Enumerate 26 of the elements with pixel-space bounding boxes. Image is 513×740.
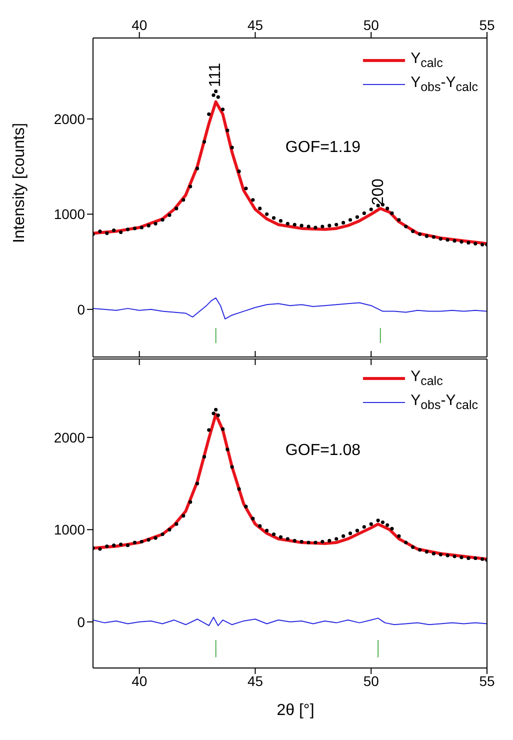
line-series — [93, 297, 487, 320]
x-tick-label: 55 — [479, 17, 495, 33]
x-tick-label: 40 — [132, 672, 148, 689]
x-tick-label: 50 — [363, 672, 380, 689]
x-tick-label: 50 — [363, 17, 380, 33]
x-axis-title: 2θ [°] — [276, 702, 316, 720]
annotation: 111 — [207, 62, 225, 88]
legend-label: Y$_{calc}$ — [410, 368, 443, 388]
y-tick-label: 2000 — [54, 429, 86, 446]
annotation: 200 — [370, 178, 388, 206]
y-tick-label: 0 — [77, 301, 86, 318]
y-tick-label: 1000 — [54, 206, 86, 222]
y-tick-label: 1000 — [54, 522, 86, 538]
legend-label: Y$_{obs}$-Y$_{calc}$ — [410, 392, 478, 412]
line-series — [93, 616, 487, 626]
y-tick-label: 2000 — [54, 110, 86, 127]
annotation: GOF=1.19 — [285, 139, 361, 157]
legend-label: Y$_{obs}$-Y$_{calc}$ — [410, 74, 478, 94]
x-tick-label: 45 — [247, 672, 264, 689]
x-tick-label: 40 — [132, 17, 148, 33]
legend-label: Y$_{calc}$ — [410, 50, 443, 70]
x-tick-label: 55 — [479, 672, 495, 689]
y-tick-label: 0 — [77, 614, 86, 630]
x-tick-label: 45 — [247, 17, 264, 33]
annotation: GOF=1.08 — [285, 442, 361, 460]
y-axis-title: Intensity [counts] — [11, 122, 29, 244]
